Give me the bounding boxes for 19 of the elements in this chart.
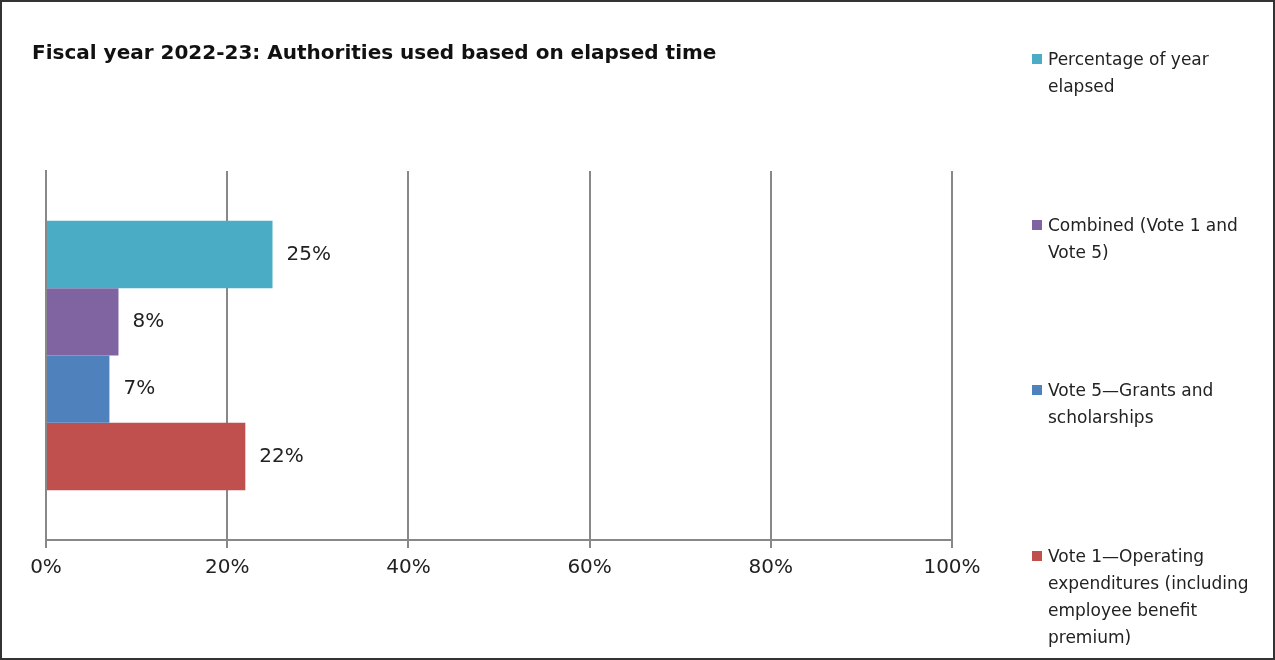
legend-label: Combined (Vote 1 and Vote 5) — [1048, 213, 1239, 264]
x-tick-label: 100% — [923, 554, 981, 579]
x-tick-label: 0% — [30, 554, 62, 579]
data-label: 7% — [123, 375, 156, 400]
chart-title: Fiscal year 2022-23: Authorities used based on elapsed time — [32, 40, 717, 65]
bar — [47, 422, 246, 491]
x-tick-label: 60% — [567, 554, 612, 579]
x-tick-label: 80% — [748, 554, 794, 579]
legend-label: Vote 5—Grants and scholarships — [1048, 379, 1215, 430]
bar — [47, 288, 119, 356]
x-tick-label: 20% — [204, 554, 250, 579]
data-label: 8% — [132, 308, 165, 333]
bar — [47, 220, 273, 289]
data-label: 22% — [259, 442, 304, 467]
x-tick-label: 40% — [386, 554, 431, 579]
bar — [47, 355, 110, 423]
legend-label: Vote 1—Operating expenditures (including employee benefit premium) — [1048, 544, 1250, 649]
data-label: 25% — [286, 240, 331, 265]
legend-label: Percentage of year elapsed — [1048, 48, 1210, 98]
